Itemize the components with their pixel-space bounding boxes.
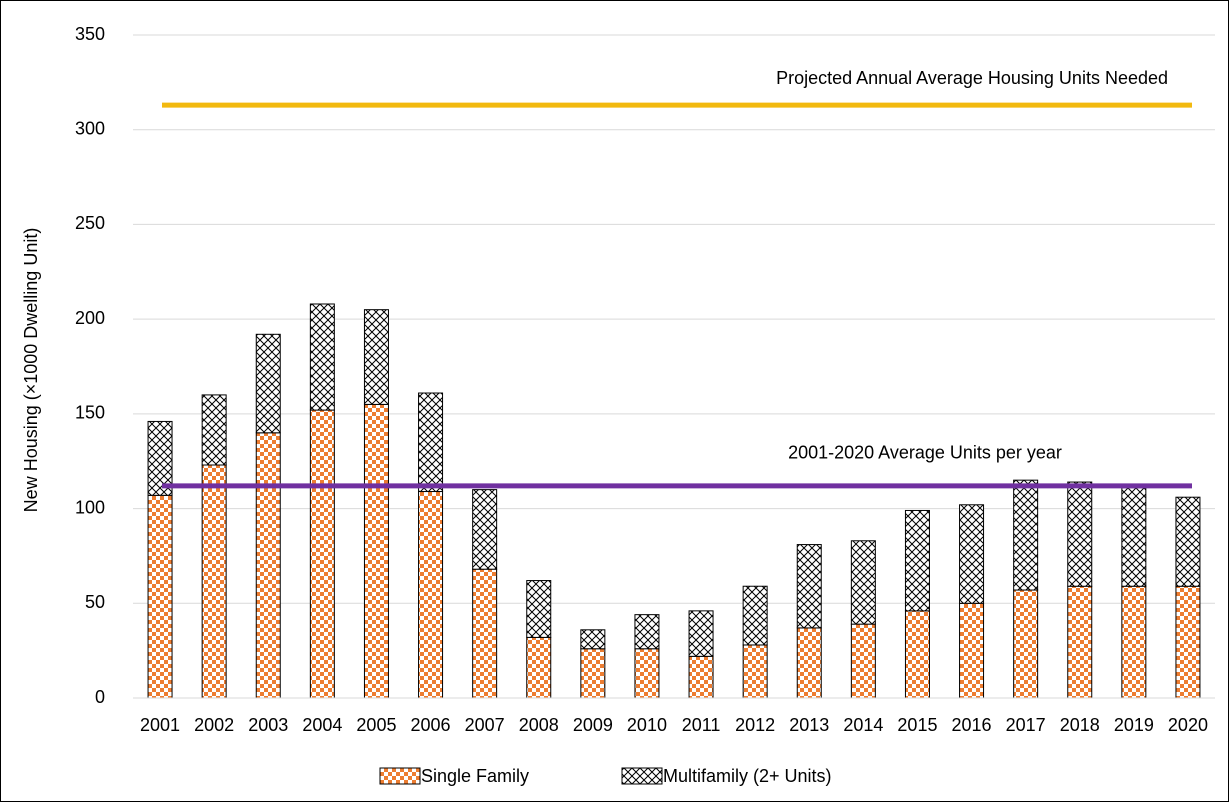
bar-segment	[472, 489, 498, 570]
x-tick-label: 2002	[194, 715, 234, 735]
bar-segment	[526, 580, 552, 638]
x-tick-label: 2011	[682, 715, 721, 735]
bar-segment	[1121, 585, 1147, 699]
bar-segment	[255, 333, 281, 434]
bar-segment	[201, 464, 227, 699]
bar-segment	[742, 644, 768, 699]
bar-segment	[255, 432, 281, 699]
bar-segment	[904, 610, 930, 699]
y-tick-label: 50	[85, 592, 105, 612]
bar-segment	[688, 610, 714, 657]
x-tick-label: 2019	[1114, 715, 1154, 735]
x-tick-label: 2016	[952, 715, 992, 735]
bar-segment	[309, 409, 335, 699]
x-tick-label: 2004	[302, 715, 342, 735]
bar-segment	[418, 392, 444, 493]
bar-segment	[959, 602, 985, 699]
bar-segment	[904, 509, 930, 612]
x-tick-label: 2017	[1006, 715, 1046, 735]
bar-segment	[850, 623, 876, 699]
y-tick-label: 350	[75, 24, 105, 44]
bar-segment	[796, 544, 822, 629]
bar-segment	[418, 491, 444, 699]
x-tick-label: 2020	[1168, 715, 1208, 735]
y-tick-label: 300	[75, 118, 105, 138]
x-tick-label: 2014	[843, 715, 883, 735]
y-tick-label: 250	[75, 213, 105, 233]
bar-segment	[580, 629, 606, 650]
bar-segment	[796, 627, 822, 699]
x-tick-label: 2008	[519, 715, 559, 735]
reference-line-label: 2001-2020 Average Units per year	[788, 443, 1062, 463]
x-tick-label: 2007	[465, 715, 505, 735]
reference-line-label: Projected Annual Average Housing Units N…	[776, 68, 1168, 88]
bar-segment	[1067, 585, 1093, 699]
bar-segment	[1013, 479, 1039, 591]
legend-swatch	[621, 767, 663, 785]
bar-segment	[147, 420, 173, 496]
bar-segment	[959, 504, 985, 604]
bar-segment	[147, 494, 173, 699]
bar-segment	[526, 636, 552, 699]
y-tick-label: 100	[75, 497, 105, 517]
bar-segment	[1013, 589, 1039, 699]
bar-segment	[363, 403, 389, 699]
y-tick-label: 150	[75, 403, 105, 423]
bar-segment	[1175, 585, 1201, 699]
bar-segment	[363, 309, 389, 405]
x-tick-label: 2010	[627, 715, 667, 735]
x-tick-label: 2013	[789, 715, 829, 735]
legend-swatch	[379, 767, 421, 785]
bar-segment	[1121, 487, 1147, 587]
x-tick-label: 2005	[356, 715, 396, 735]
legend-label: Single Family	[421, 766, 529, 786]
x-tick-label: 2009	[573, 715, 613, 735]
x-tick-label: 2003	[248, 715, 288, 735]
x-tick-label: 2015	[897, 715, 937, 735]
bar-segment	[309, 303, 335, 411]
y-tick-label: 0	[95, 687, 105, 707]
bar-segment	[580, 648, 606, 699]
bar-segment	[850, 540, 876, 625]
bar-segment	[201, 394, 227, 466]
x-tick-label: 2012	[735, 715, 775, 735]
bar-segment	[1175, 496, 1201, 587]
bar-segment	[634, 614, 660, 650]
bar-segment	[742, 585, 768, 646]
y-tick-label: 200	[75, 308, 105, 328]
bar-segment	[634, 648, 660, 699]
x-tick-label: 2018	[1060, 715, 1100, 735]
legend-label: Multifamily (2+ Units)	[663, 766, 832, 786]
x-tick-label: 2001	[140, 715, 180, 735]
bar-segment	[688, 655, 714, 699]
y-axis-label: New Housing (×1000 Dwelling Unit)	[21, 228, 41, 513]
bar-segment	[472, 568, 498, 699]
bar-segment	[1067, 481, 1093, 587]
x-tick-label: 2006	[411, 715, 451, 735]
